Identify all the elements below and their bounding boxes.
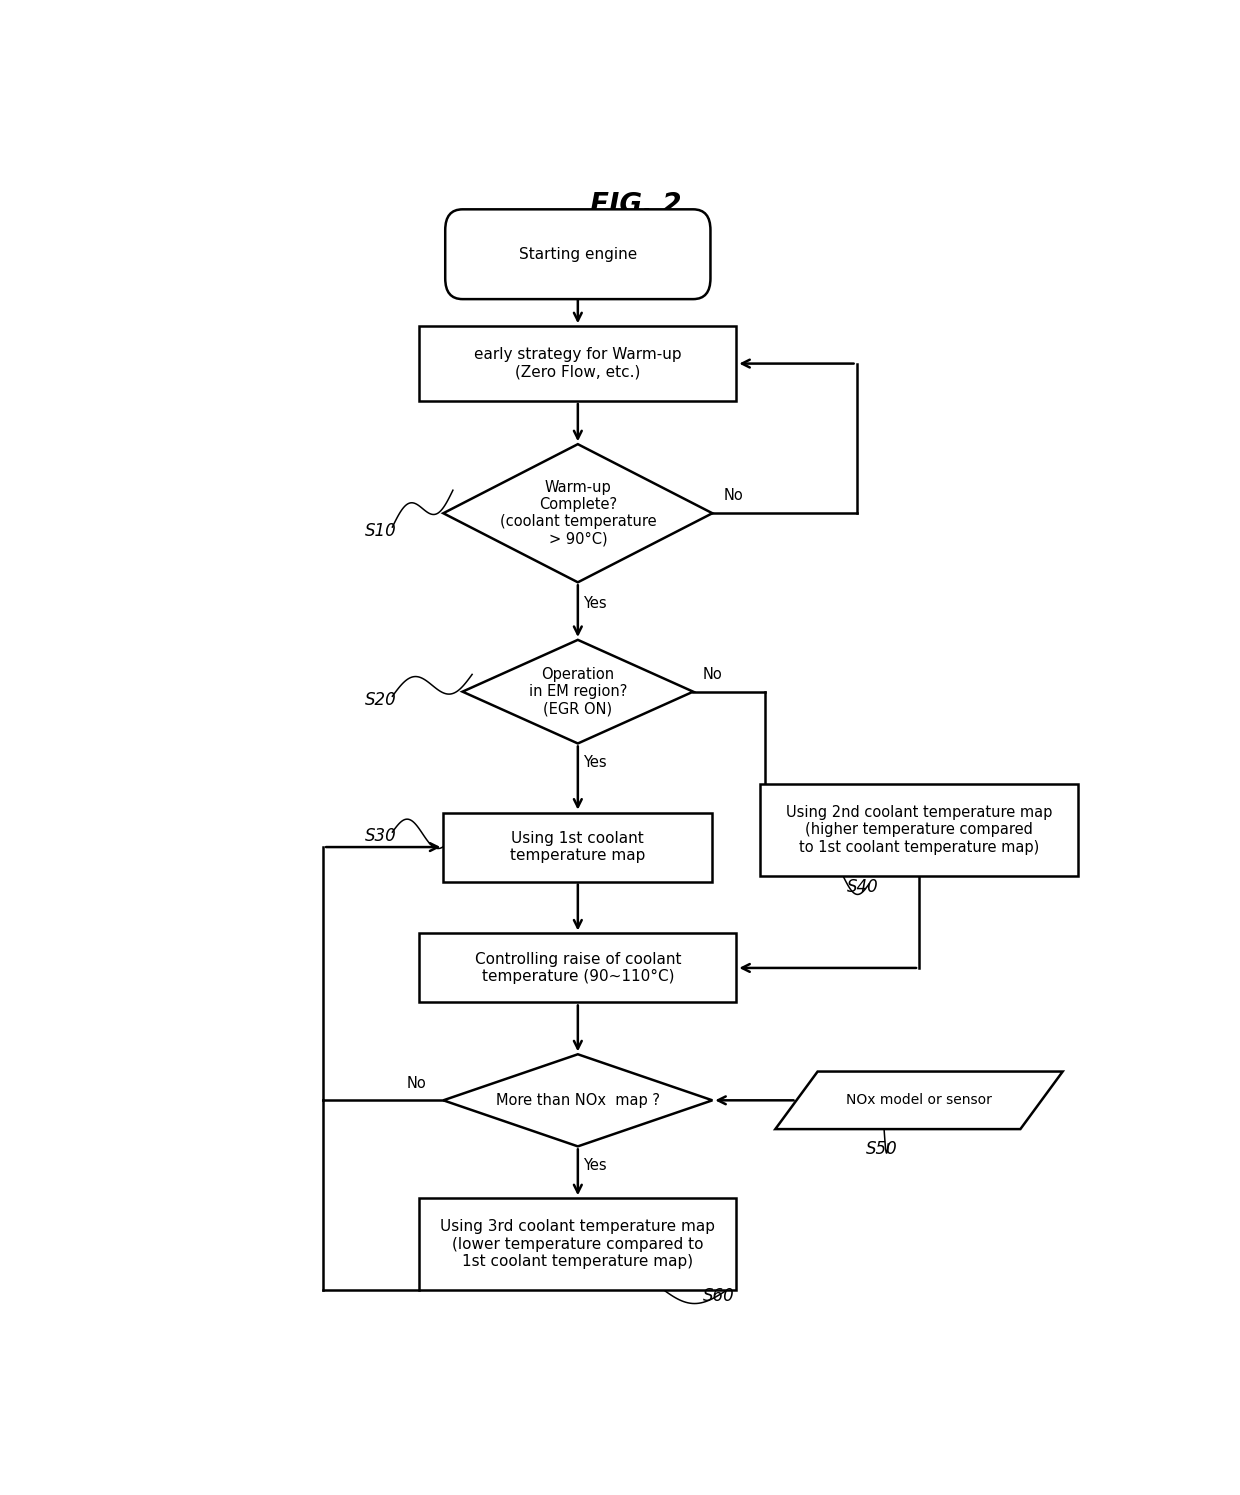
- Bar: [419, 1197, 737, 1290]
- Text: S10: S10: [365, 522, 397, 540]
- Text: NOx model or sensor: NOx model or sensor: [846, 1093, 992, 1108]
- Text: Yes: Yes: [583, 755, 606, 770]
- Text: Using 1st coolant
temperature map: Using 1st coolant temperature map: [510, 831, 646, 863]
- Bar: [760, 783, 1078, 876]
- Polygon shape: [463, 640, 693, 743]
- Text: Starting engine: Starting engine: [518, 247, 637, 262]
- Text: No: No: [407, 1075, 427, 1090]
- Text: More than NOx  map ?: More than NOx map ?: [496, 1093, 660, 1108]
- Polygon shape: [775, 1072, 1063, 1129]
- Text: Yes: Yes: [583, 1159, 606, 1174]
- Text: S50: S50: [866, 1139, 898, 1157]
- Text: S40: S40: [847, 879, 879, 897]
- Polygon shape: [444, 444, 713, 583]
- Text: Controlling raise of coolant
temperature (90~110°C): Controlling raise of coolant temperature…: [475, 952, 681, 984]
- Text: Using 3rd coolant temperature map
(lower temperature compared to
1st coolant tem: Using 3rd coolant temperature map (lower…: [440, 1220, 715, 1269]
- Bar: [419, 326, 737, 401]
- Text: S20: S20: [365, 691, 397, 709]
- Text: Warm-up
Complete?
(coolant temperature
> 90°C): Warm-up Complete? (coolant temperature >…: [500, 480, 656, 547]
- Polygon shape: [444, 1054, 713, 1147]
- Text: Yes: Yes: [583, 597, 606, 611]
- Bar: [419, 933, 737, 1003]
- Text: FIG. 2: FIG. 2: [590, 191, 681, 218]
- Text: Using 2nd coolant temperature map
(higher temperature compared
to 1st coolant te: Using 2nd coolant temperature map (highe…: [786, 804, 1053, 855]
- Text: S30: S30: [365, 827, 397, 845]
- Text: S60: S60: [703, 1287, 734, 1305]
- Text: early strategy for Warm-up
(Zero Flow, etc.): early strategy for Warm-up (Zero Flow, e…: [474, 347, 682, 380]
- Text: No: No: [703, 667, 723, 682]
- Text: No: No: [724, 489, 744, 504]
- Bar: [444, 813, 713, 882]
- Text: Operation
in EM region?
(EGR ON): Operation in EM region? (EGR ON): [528, 667, 627, 716]
- FancyBboxPatch shape: [445, 209, 711, 299]
